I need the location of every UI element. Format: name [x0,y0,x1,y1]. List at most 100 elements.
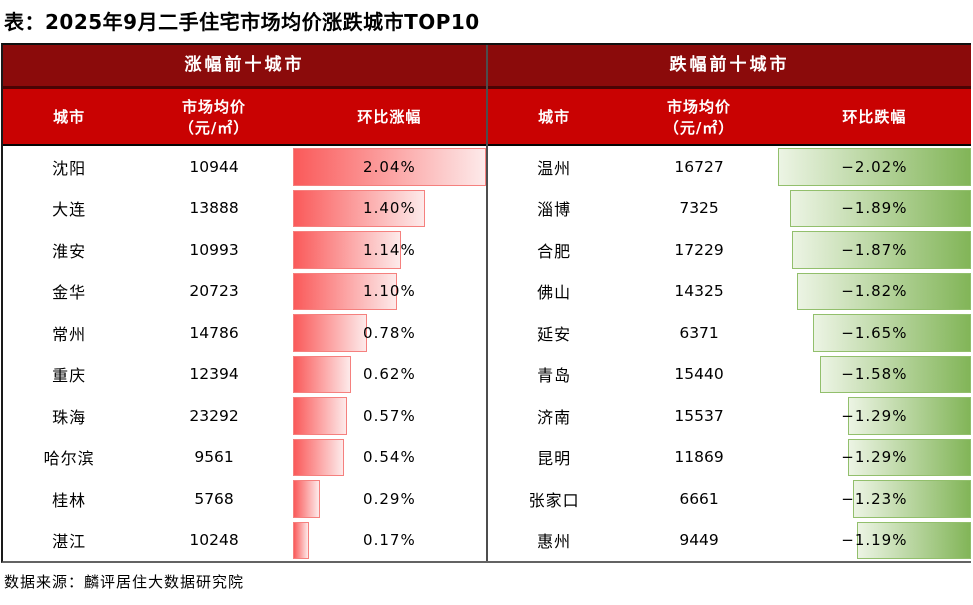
city-cell: 珠海 [52,407,87,427]
city-cell: 青岛 [537,366,572,386]
panel-body: 沈阳 10944 2.04% 大连 13888 1.40% 淮安 10993 1… [3,146,486,561]
city-cell: 佛山 [537,283,572,303]
city-cell: 济南 [537,407,572,427]
change-bar [292,231,401,269]
change-bar [790,189,971,227]
col-header-price-line2: （元/㎡） [178,118,250,137]
price-cell: 20723 [189,282,239,301]
table-row: 大连 13888 1.40% [3,188,486,230]
price-cell: 16727 [674,157,724,176]
table-row: 沈阳 10944 2.04% [3,146,486,188]
price-cell: 15440 [674,365,724,384]
change-label: 0.54% [363,448,416,467]
col-header-city: 城市 [538,108,571,126]
panel-losers-column-headers: 城市 市场均价 （元/㎡） 环比跌幅 [488,89,971,146]
city-cell: 金华 [52,283,87,303]
col-header-price: 市场均价 （元/㎡） [135,96,292,138]
table-row: 淮安 10993 1.14% [3,229,486,271]
change-label: −2.02% [841,157,908,176]
change-cell: 1.14% [292,229,486,271]
col-header-price-line2: （元/㎡） [663,118,735,137]
change-label: 0.62% [363,365,416,384]
city-cell: 昆明 [537,449,572,469]
change-label: −1.89% [841,199,908,218]
change-bar [853,480,971,518]
price-cell: 15537 [674,406,724,425]
city-cell: 淮安 [52,241,87,261]
top10-table: 涨幅前十城市 城市 市场均价 （元/㎡） 环比涨幅 沈阳 10944 2.04%… [1,43,971,563]
city-cell: 张家口 [528,490,580,510]
city-cell: 沈阳 [52,158,87,178]
change-label: −1.65% [841,323,908,342]
change-label: −1.29% [841,448,908,467]
change-label: −1.82% [841,282,908,301]
col-header-price: 市场均价 （元/㎡） [620,96,777,138]
table-row: 青岛 15440 −1.58% [488,354,971,396]
price-cell: 10944 [189,157,239,176]
change-bar [857,521,971,559]
city-cell: 延安 [537,324,572,344]
table-row: 淄博 7325 −1.89% [488,188,971,230]
change-cell: 0.57% [292,395,486,437]
change-label: 0.17% [363,531,416,550]
change-cell: −1.19% [778,520,971,562]
table-row: 重庆 12394 0.62% [3,354,486,396]
price-cell: 12394 [189,365,239,384]
city-cell: 哈尔滨 [43,449,95,469]
change-bar [777,148,971,186]
table-row: 合肥 17229 −1.87% [488,229,971,271]
change-label: −1.58% [841,365,908,384]
col-header-price-line1: 市场均价 [182,97,247,116]
col-header-price-line1: 市场均价 [667,97,732,116]
price-cell: 9449 [679,531,719,550]
change-label: 1.14% [363,240,416,259]
table-row: 哈尔滨 9561 0.54% [3,437,486,479]
change-cell: 0.54% [292,437,486,479]
change-cell: −2.02% [777,146,971,188]
change-label: −1.23% [841,489,908,508]
panel-gainers-column-headers: 城市 市场均价 （元/㎡） 环比涨幅 [3,89,486,146]
city-cell: 湛江 [52,532,87,552]
change-bar [819,355,971,393]
change-label: 0.29% [363,489,416,508]
change-cell: 0.78% [292,312,486,354]
change-cell: −1.23% [778,478,971,520]
col-header-change: 环比跌幅 [842,108,907,126]
change-bar [292,355,352,393]
change-label: 1.10% [363,282,416,301]
city-cell: 桂林 [52,490,87,510]
change-bar [792,231,971,269]
change-cell: −1.65% [778,312,971,354]
change-label: −1.29% [841,406,908,425]
table-row: 延安 6371 −1.65% [488,312,971,354]
change-cell: 0.29% [292,478,486,520]
change-cell: 1.10% [292,271,486,313]
price-cell: 6371 [679,323,719,342]
table-row: 昆明 11869 −1.29% [488,437,971,479]
table-row: 佛山 14325 −1.82% [488,271,971,313]
change-bar [796,272,971,310]
change-label: 2.04% [363,157,416,176]
page-title: 表：2025年9月二手住宅市场均价涨跌城市TOP10 [4,10,480,34]
change-cell: −1.87% [778,229,971,271]
change-cell: −1.89% [778,188,971,230]
table-row: 惠州 9449 −1.19% [488,520,971,562]
price-cell: 10248 [189,531,239,550]
change-label: 1.40% [363,199,416,218]
table-row: 济南 15537 −1.29% [488,395,971,437]
report-page: { "title": "表：2025年9月二手住宅市场均价涨跌城市TOP10",… [0,6,973,605]
change-cell: 0.62% [292,354,486,396]
change-cell: −1.29% [778,395,971,437]
price-cell: 9561 [194,448,234,467]
price-cell: 6661 [679,489,719,508]
change-bar [813,314,971,352]
table-row: 温州 16727 −2.02% [488,146,971,188]
change-bar [292,397,347,435]
change-cell: −1.58% [778,354,971,396]
city-cell: 淄博 [537,200,572,220]
price-cell: 17229 [674,240,724,259]
change-bar [847,438,971,476]
col-header-change: 环比涨幅 [357,108,422,126]
panel-losers: 跌幅前十城市 城市 市场均价 （元/㎡） 环比跌幅 温州 16727 −2.02… [488,45,971,561]
table-row: 珠海 23292 0.57% [3,395,486,437]
